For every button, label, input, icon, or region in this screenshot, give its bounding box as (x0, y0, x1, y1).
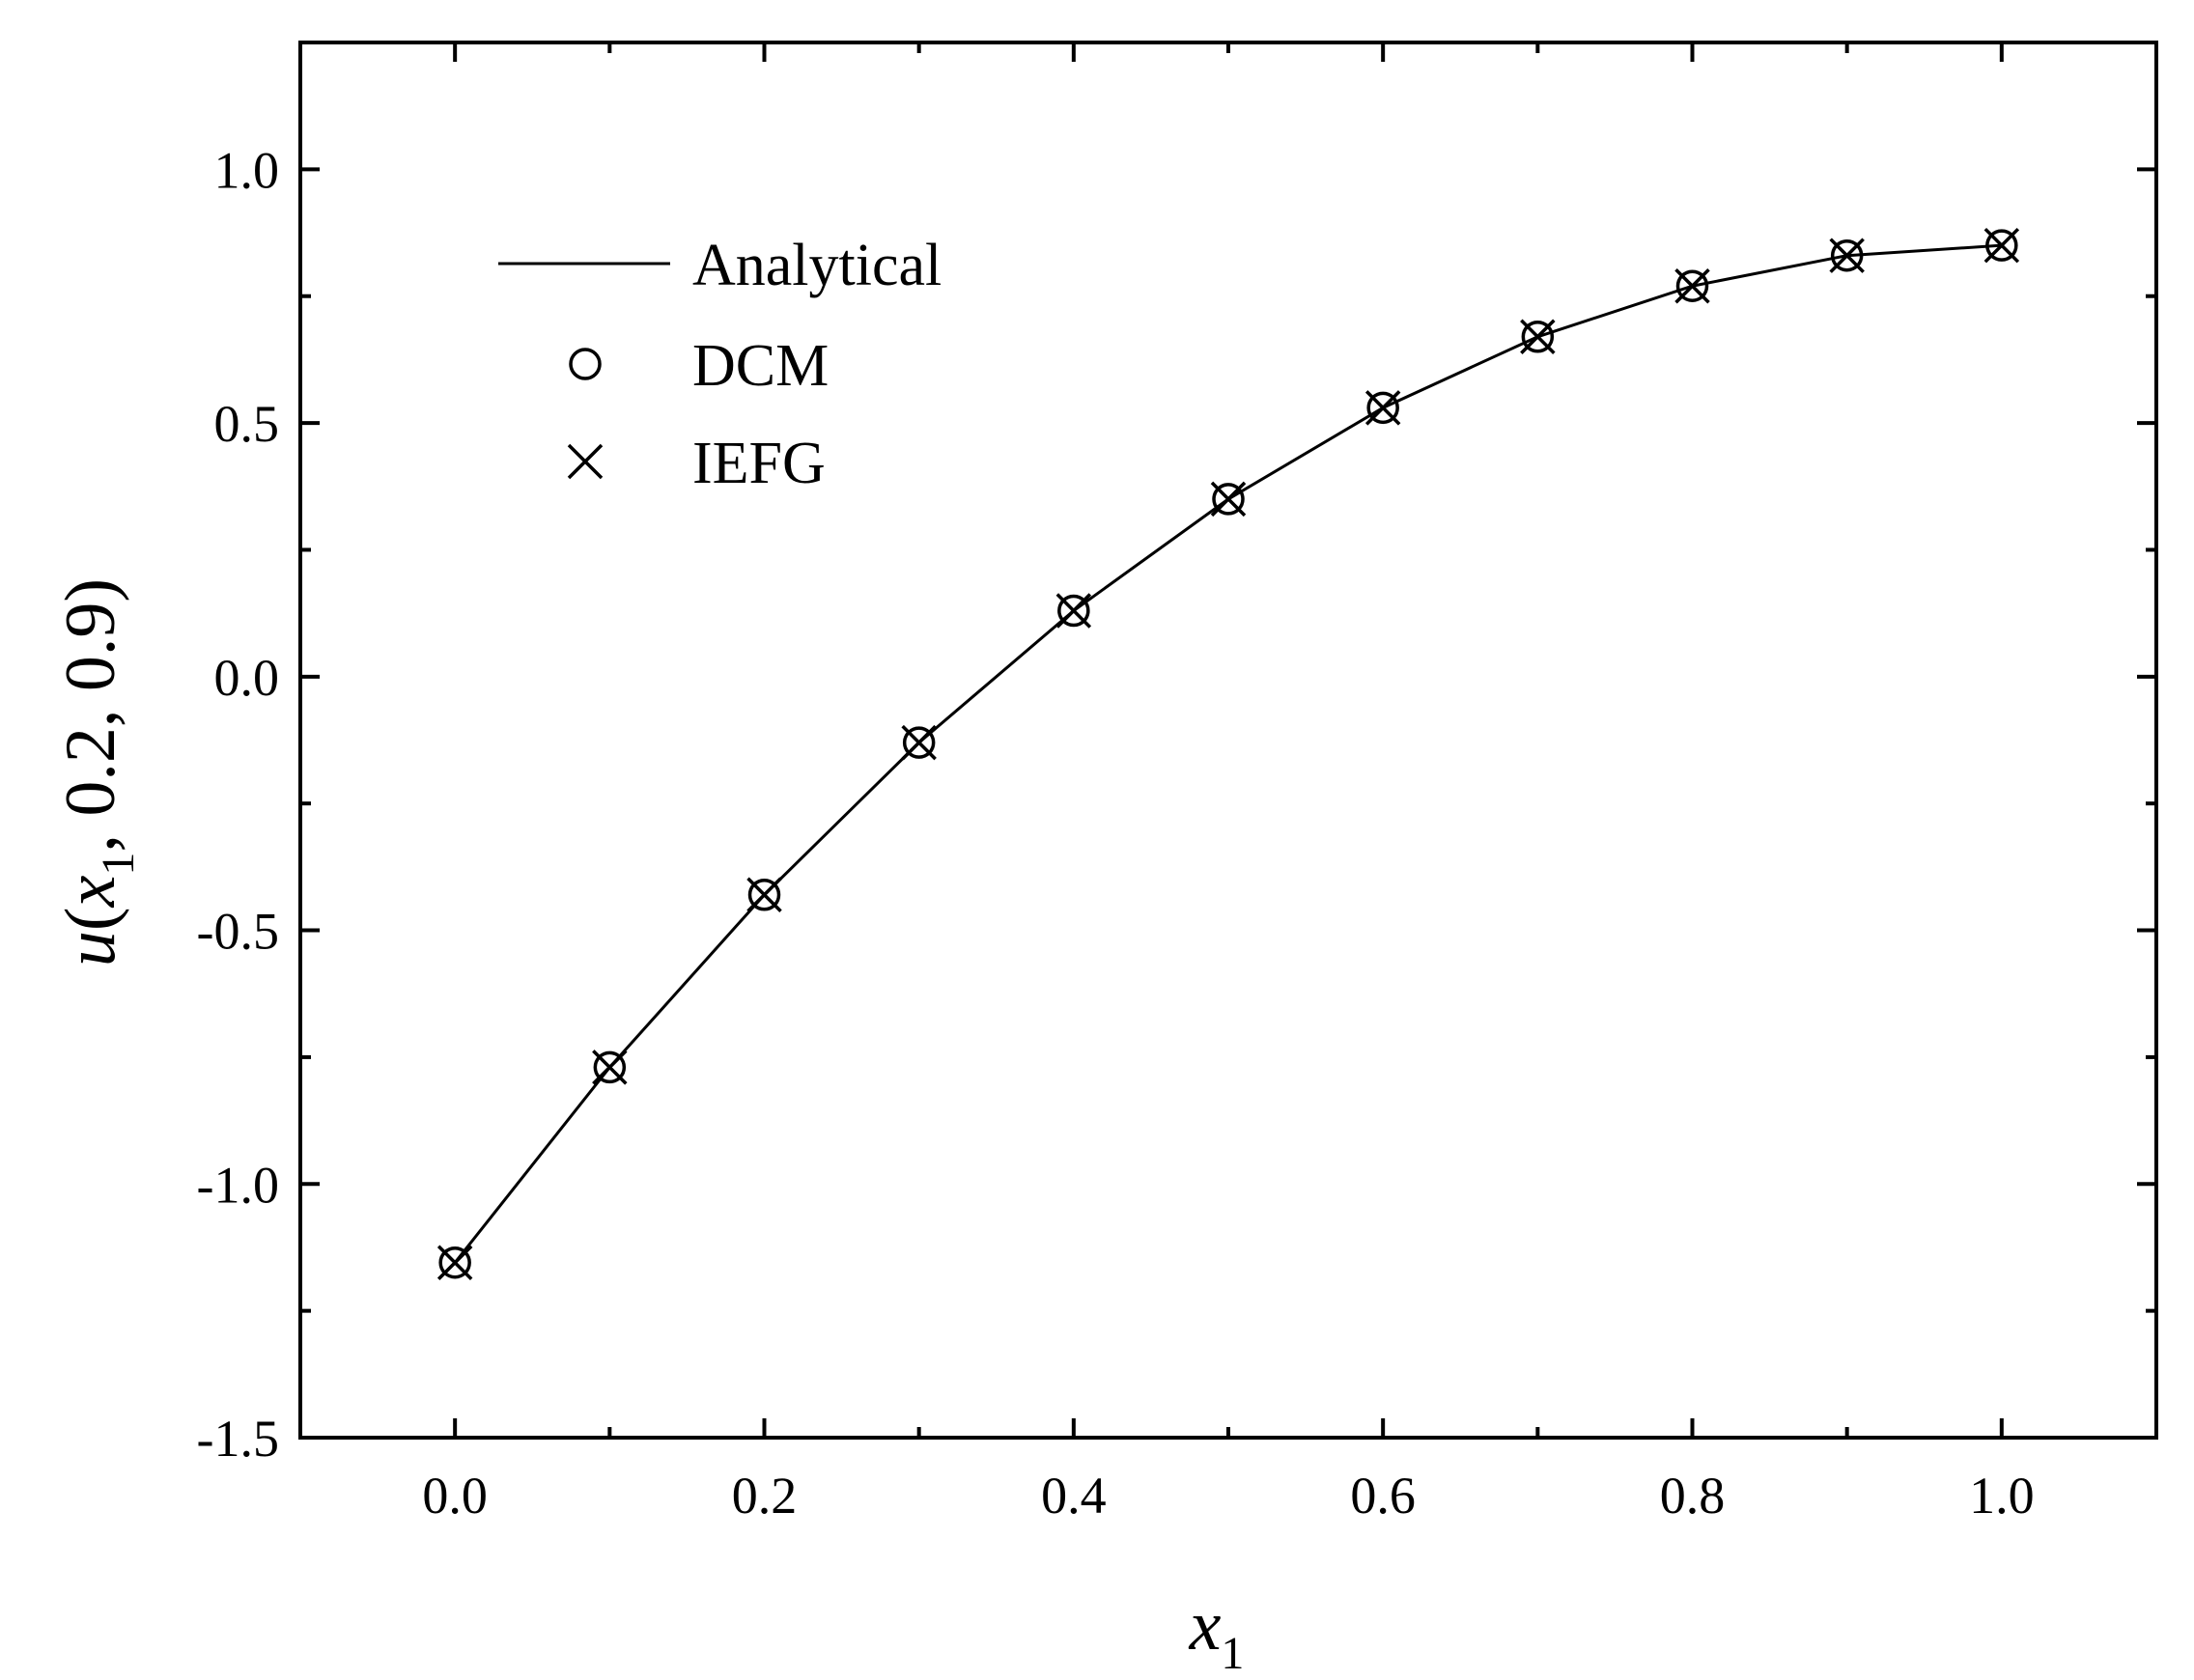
series-line-analytical (453, 243, 2002, 1264)
iefg-point (1829, 238, 1865, 273)
y-tick-label: 1.0 (214, 141, 280, 199)
dcm-point (1057, 594, 1090, 628)
dcm-point (438, 1246, 471, 1279)
iefg-point (746, 877, 782, 913)
dcm-point (593, 1050, 627, 1084)
y-axis-title-var: x (51, 875, 130, 908)
plot-frame (298, 41, 2158, 1440)
iefg-point (1520, 319, 1556, 355)
y-axis-title-func: u (51, 931, 130, 966)
y-axis-title-sub: 1 (93, 853, 144, 876)
x-tick-label: 0.0 (422, 1467, 488, 1525)
dcm-point (1830, 238, 1864, 272)
legend-label: Analytical (692, 233, 942, 298)
x-tick-label: 0.4 (1041, 1467, 1107, 1525)
legend-label: DCM (692, 333, 829, 399)
y-tick-label: -0.5 (197, 903, 279, 961)
iefg-point (1210, 481, 1247, 518)
iefg-point (1055, 593, 1092, 629)
x-tick-label: 0.6 (1350, 1467, 1416, 1525)
dcm-point (747, 879, 781, 911)
x-tick-label: 0.8 (1660, 1467, 1726, 1525)
y-tick-label: -1.0 (197, 1156, 279, 1214)
iefg-point (1674, 267, 1710, 304)
y-tick-label: 0.5 (214, 395, 280, 453)
dcm-point (1985, 229, 2018, 262)
iefg-point (436, 1245, 473, 1280)
x-axis-title-var: x (1189, 1586, 1222, 1666)
dcm-point (902, 726, 936, 759)
iefg-point (901, 724, 937, 761)
x-tick-label: 1.0 (1969, 1467, 2035, 1525)
iefg-point (1364, 390, 1401, 426)
legend-marker-iefg (567, 443, 604, 480)
y-axis-title-rest: , 0.2, 0.9) (51, 578, 130, 853)
x-axis-title: x1 (1189, 1586, 1245, 1679)
dcm-point (1366, 391, 1399, 425)
dcm-point (1212, 483, 1245, 516)
dcm-point (1521, 321, 1555, 353)
y-axis-title-paren: ( (51, 907, 130, 931)
y-tick-label: 0.0 (214, 649, 280, 707)
dcm-point (1675, 269, 1709, 302)
legend-marker-dcm (569, 348, 602, 380)
iefg-point (1983, 227, 2020, 264)
legend-label: IEFG (692, 431, 826, 496)
x-axis-title-sub: 1 (1221, 1628, 1244, 1679)
iefg-point (592, 1050, 628, 1085)
y-tick-label: -1.5 (197, 1410, 279, 1468)
y-axis-title: u(x1, 0.2, 0.9) (51, 578, 144, 966)
x-tick-label: 0.2 (732, 1467, 798, 1525)
